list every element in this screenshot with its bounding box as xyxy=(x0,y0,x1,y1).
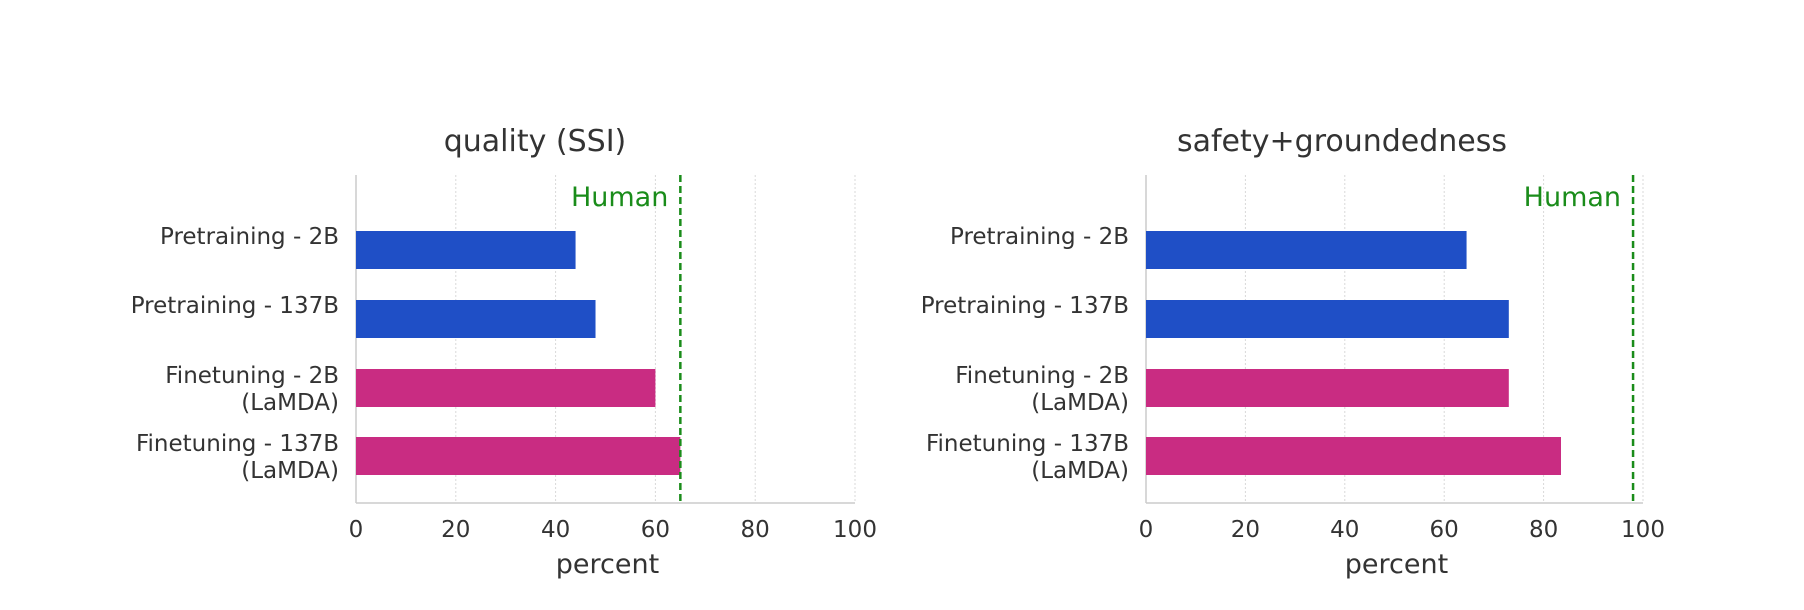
human-reference-label: Human xyxy=(571,182,668,213)
category-label: Pretraining - 2B xyxy=(160,224,339,250)
bar-pretraining xyxy=(1146,300,1509,338)
category-label: Pretraining - 137B xyxy=(131,293,339,319)
category-label-sub: (LaMDA) xyxy=(241,458,339,484)
x-tick-label: 40 xyxy=(1330,517,1359,543)
category-label-sub: (LaMDA) xyxy=(1031,458,1129,484)
category-label-sub: (LaMDA) xyxy=(1031,390,1129,416)
x-tick-label: 60 xyxy=(1430,517,1459,543)
bar-finetuning xyxy=(356,437,681,475)
x-axis-label: percent xyxy=(1345,549,1448,580)
category-label: Finetuning - 2B xyxy=(165,363,339,389)
category-label: Finetuning - 137B xyxy=(136,431,339,457)
category-label: Finetuning - 2B xyxy=(955,363,1129,389)
bar-pretraining xyxy=(356,300,596,338)
bar-pretraining xyxy=(356,231,576,269)
category-label-sub: (LaMDA) xyxy=(241,390,339,416)
bar-pretraining xyxy=(1146,231,1467,269)
chart-title: safety+groundedness xyxy=(1177,124,1507,159)
bar-finetuning xyxy=(356,369,656,407)
x-tick-label: 100 xyxy=(833,517,877,543)
human-reference-label: Human xyxy=(1524,182,1621,213)
x-tick-label: 60 xyxy=(641,517,670,543)
x-tick-label: 100 xyxy=(1621,517,1665,543)
x-tick-label: 0 xyxy=(1139,517,1154,543)
x-tick-label: 40 xyxy=(541,517,570,543)
chart-title: quality (SSI) xyxy=(444,124,627,159)
category-label: Pretraining - 2B xyxy=(950,224,1129,250)
x-tick-label: 20 xyxy=(441,517,470,543)
x-tick-label: 0 xyxy=(349,517,364,543)
x-tick-label: 80 xyxy=(1529,517,1558,543)
bar-finetuning xyxy=(1146,369,1509,407)
x-tick-label: 20 xyxy=(1231,517,1260,543)
category-label: Pretraining - 137B xyxy=(921,293,1129,319)
x-tick-label: 80 xyxy=(741,517,770,543)
x-axis-label: percent xyxy=(556,549,659,580)
category-label: Finetuning - 137B xyxy=(926,431,1129,457)
bar-finetuning xyxy=(1146,437,1561,475)
